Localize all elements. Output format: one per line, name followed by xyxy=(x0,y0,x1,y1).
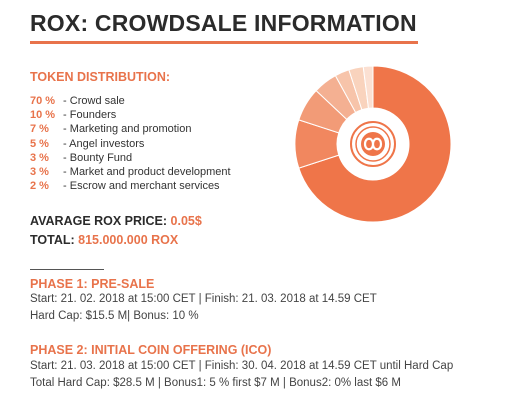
distribution-list: 70 % - Crowd sale 10 % - Founders 7 % - … xyxy=(30,94,231,193)
list-item: 2 % - Escrow and merchant services xyxy=(30,179,231,193)
divider xyxy=(30,269,104,270)
total-supply: TOTAL: 815.000.000 ROX xyxy=(30,233,178,247)
separator: - xyxy=(60,137,70,150)
total-label: TOTAL: xyxy=(30,233,79,247)
phase2-caps: Total Hard Cap: $28.5 M | Bonus1: 5 % fi… xyxy=(30,377,401,389)
average-price-value: 0.05$ xyxy=(170,214,202,228)
percent-value: 70 % xyxy=(30,95,56,107)
separator: - xyxy=(60,151,70,164)
phase1-heading: PHASE 1: PRE-SALE xyxy=(30,277,155,291)
list-item: 70 % - Crowd sale xyxy=(30,94,231,108)
rox-logo-icon xyxy=(347,118,399,170)
distribution-donut-chart xyxy=(294,65,452,223)
percent-value: 2 % xyxy=(30,180,49,193)
separator: - xyxy=(60,123,70,136)
list-item: 3 % - Market and product development xyxy=(30,165,231,179)
donut-slice xyxy=(298,65,452,223)
percent-value: 5 % xyxy=(30,137,49,150)
list-item-label: Bounty Fund xyxy=(69,151,133,164)
list-item: 7 % - Marketing and promotion xyxy=(30,122,231,136)
page-title: ROX: CROWDSALE INFORMATION xyxy=(30,10,417,36)
list-item: 10 % - Founders xyxy=(30,108,231,122)
percent-value: 3 % xyxy=(30,151,49,164)
phase2-dates: Start: 21. 03. 2018 at 15:00 CET | Finis… xyxy=(30,360,454,372)
distribution-heading: TOKEN DISTRIBUTION: xyxy=(30,70,171,84)
list-item-label: Angel investors xyxy=(69,137,145,150)
list-item-label: Founders xyxy=(69,109,117,122)
donut-slice xyxy=(362,65,374,109)
separator: - xyxy=(60,109,70,122)
phase1-caps: Hard Cap: $15.5 M| Bonus: 10 % xyxy=(30,310,199,322)
separator: - xyxy=(60,180,70,193)
phase1-dates: Start: 21. 02. 2018 at 15:00 CET | Finis… xyxy=(30,293,377,305)
list-item-label: Marketing and promotion xyxy=(69,123,192,136)
percent-value: 7 % xyxy=(30,123,49,136)
list-item: 5 % - Angel investors xyxy=(30,137,231,151)
average-price-label: AVARAGE ROX PRICE: xyxy=(30,214,171,228)
separator: - xyxy=(60,95,70,107)
title-underline xyxy=(30,41,418,44)
percent-value: 3 % xyxy=(30,166,49,179)
average-price: AVARAGE ROX PRICE: 0.05$ xyxy=(30,214,202,228)
list-item-label: Crowd sale xyxy=(69,95,125,107)
percent-value: 10 % xyxy=(30,109,56,122)
phase2-heading: PHASE 2: INITIAL COIN OFFERING (ICO) xyxy=(30,343,272,357)
list-item-label: Escrow and merchant services xyxy=(69,180,220,193)
list-item: 3 % - Bounty Fund xyxy=(30,151,231,165)
total-value: 815.000.000 ROX xyxy=(78,233,179,247)
separator: - xyxy=(60,166,70,179)
list-item-label: Market and product development xyxy=(69,166,231,179)
